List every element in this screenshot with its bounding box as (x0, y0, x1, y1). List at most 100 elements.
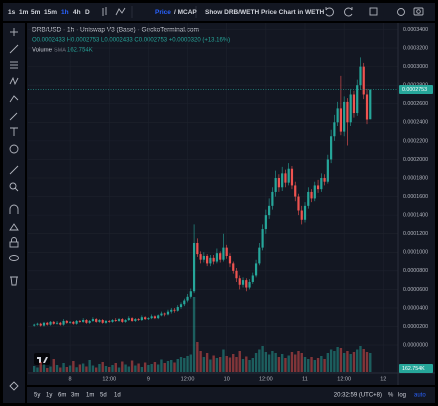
interval-button[interactable]: 1m (19, 9, 29, 16)
stay-drawing-tool[interactable] (9, 223, 19, 231)
range-button[interactable]: 1y (46, 393, 52, 399)
range-button[interactable]: 5d (100, 393, 107, 399)
object-tree-tool[interactable] (9, 381, 19, 391)
candle-body (62, 320, 65, 325)
volume-bar (39, 362, 42, 372)
candle-body (359, 66, 362, 86)
volume-bar (287, 355, 290, 372)
range-button[interactable]: 6m (58, 393, 66, 399)
range-buttons: 5y 1y 6m 3m 1m 5d 1d (34, 393, 121, 399)
candle-body (209, 257, 212, 264)
candle-body (101, 320, 104, 323)
fib-tool[interactable] (10, 61, 18, 69)
range-button[interactable]: 5y (34, 393, 40, 399)
lock-tool[interactable] (9, 237, 19, 248)
candle-body (179, 304, 183, 308)
volume-bar (280, 354, 284, 372)
volume-bar (189, 354, 193, 372)
indicators-icon[interactable] (115, 7, 126, 16)
redo-icon[interactable] (344, 7, 353, 17)
bottom-toolbar (27, 387, 435, 403)
pattern-tool[interactable] (9, 76, 19, 86)
candle-body (307, 191, 310, 206)
emoji-tool[interactable] (9, 144, 19, 154)
text-tool[interactable] (10, 127, 18, 136)
ruler-tool[interactable] (9, 165, 19, 175)
range-button[interactable]: 3m (71, 393, 79, 399)
auto-toggle[interactable]: auto (414, 393, 426, 399)
candle-body (326, 159, 329, 182)
volume-bar (313, 360, 316, 372)
volume-bar (196, 342, 199, 372)
interval-button[interactable]: 1h (61, 9, 69, 16)
interval-button[interactable]: 1s (8, 9, 16, 16)
volume-bar (238, 351, 241, 372)
trendline-tool[interactable] (9, 44, 19, 54)
candle-body (150, 316, 153, 319)
volume-bar (274, 353, 277, 372)
volume-bar (163, 363, 166, 372)
chart-type-icon[interactable] (102, 7, 107, 16)
range-button[interactable]: 1m (86, 393, 94, 399)
zoom-tool[interactable] (9, 182, 19, 192)
candle-body (91, 319, 95, 321)
candle-body (173, 309, 176, 311)
candle-body (114, 320, 117, 321)
candle-body (333, 122, 336, 137)
remove-tool[interactable] (10, 276, 18, 286)
volume-bar (147, 365, 150, 372)
candle-body (124, 320, 127, 322)
candle-body (323, 178, 326, 182)
log-toggle[interactable]: log (398, 393, 406, 399)
volume-bar (241, 359, 245, 372)
candle-body (78, 320, 81, 322)
volume-bar (104, 366, 108, 372)
show-weth-button[interactable]: Show DRB/WETH Price Chart in WETH (205, 9, 324, 16)
volume-bar (245, 356, 248, 372)
candle-body (339, 108, 343, 132)
candle-body (212, 257, 215, 262)
mcap-toggle[interactable]: / MCAP (174, 9, 197, 16)
candle-body (281, 173, 284, 188)
volume-bar (140, 367, 144, 372)
y-tick-label: 0.0001800 (403, 175, 428, 181)
fullscreen-icon[interactable] (369, 7, 378, 16)
candle-body (140, 317, 143, 321)
brush-tool[interactable] (9, 112, 18, 121)
volume-bar (62, 363, 65, 372)
hide-tool[interactable] (9, 255, 19, 261)
volume-bar (310, 357, 313, 372)
percent-toggle[interactable]: % (388, 393, 394, 399)
candle-body (183, 300, 186, 305)
volume-bar (326, 353, 330, 372)
candle-body (85, 320, 88, 323)
candle-body (59, 322, 62, 325)
candle-body (235, 270, 238, 279)
forecast-tool[interactable] (9, 95, 19, 103)
y-tick-label: 0.0003200 (403, 45, 428, 51)
range-button[interactable]: 1d (114, 393, 121, 399)
crosshair-tool[interactable] (10, 28, 18, 36)
interval-button[interactable]: 15m (44, 9, 57, 16)
screenshot-icon[interactable] (413, 7, 424, 16)
volume-bar (359, 346, 362, 372)
interval-button[interactable]: 5m (31, 9, 41, 16)
candle-body (127, 318, 130, 321)
candle-body (55, 322, 59, 324)
interval-button[interactable]: D (85, 9, 90, 16)
volume-bar (91, 365, 95, 372)
interval-button[interactable]: 4h (73, 9, 81, 16)
settings-icon[interactable] (397, 8, 405, 16)
volume-bar (251, 358, 255, 372)
volume-bar (78, 364, 82, 372)
x-tick-label: 12:00 (337, 376, 351, 382)
price-toggle[interactable]: Price (155, 9, 171, 16)
undo-icon[interactable] (325, 7, 334, 17)
y-tick-label: 0.0000800 (403, 268, 428, 274)
candle-body (192, 242, 196, 292)
magnet-tool[interactable] (9, 204, 19, 214)
volume-bar (212, 355, 215, 372)
candle-body (245, 280, 248, 288)
candle-body (82, 320, 85, 322)
volume-bar (215, 358, 219, 372)
